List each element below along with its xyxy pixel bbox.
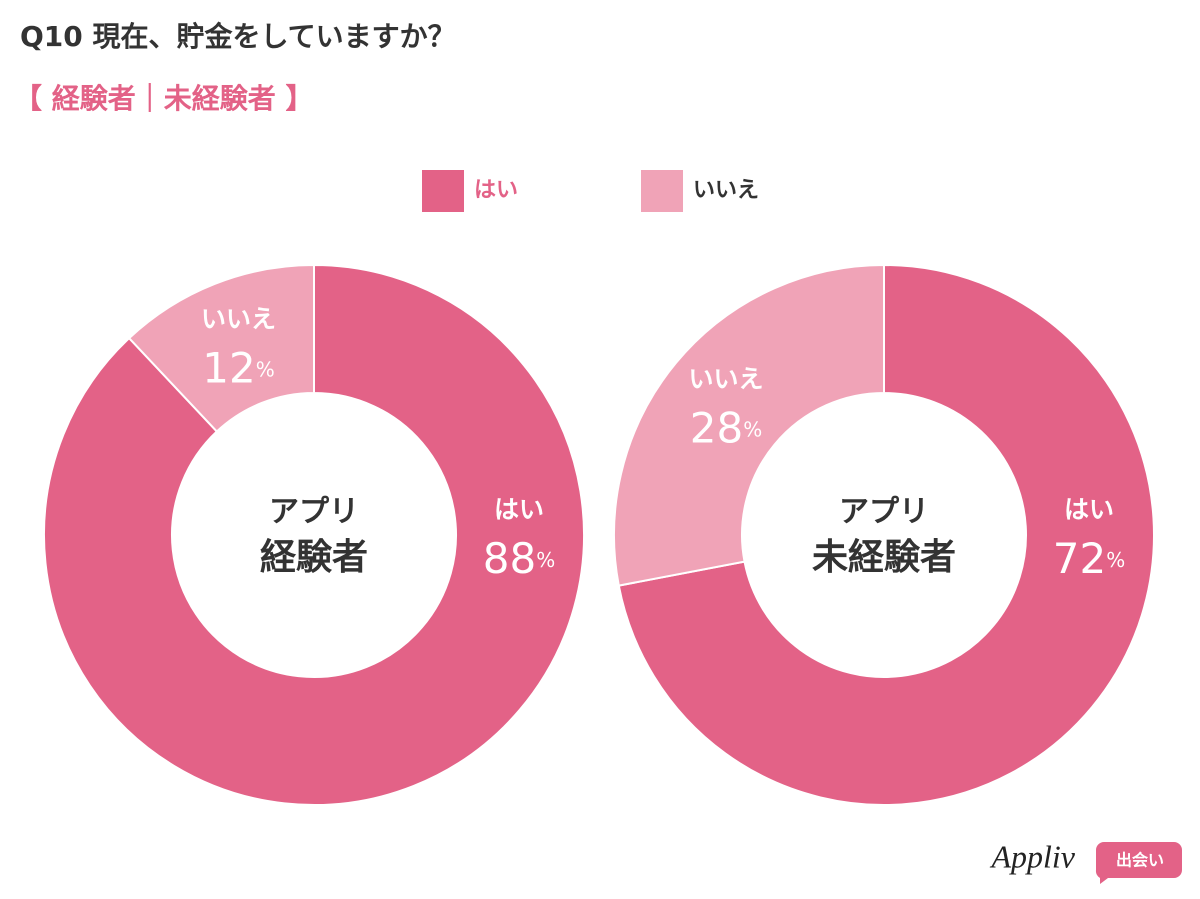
segment-category: はい xyxy=(494,495,544,524)
segment-category: いいえ xyxy=(689,364,764,393)
chart-title: Q10 現在、貯金をしていますか？ xyxy=(20,20,456,53)
segment-category: いいえ xyxy=(201,304,276,333)
segment-value: 12% xyxy=(202,343,274,392)
donut-segment xyxy=(127,263,315,433)
center-label: アプリ xyxy=(269,495,359,530)
center-label: アプリ xyxy=(839,495,929,530)
segment-category: はい xyxy=(1064,495,1114,524)
chart-subtitle: 【 経験者｜未経験者 】 xyxy=(14,82,314,115)
donut-segment xyxy=(43,263,585,806)
logo-name: Appliv xyxy=(989,838,1075,874)
legend-label: はい xyxy=(474,178,518,203)
logo-tag-bg xyxy=(1095,842,1182,884)
donut-segment xyxy=(617,263,1155,806)
center-label: 経験者 xyxy=(260,537,368,578)
center-label: 未経験者 xyxy=(812,537,956,578)
donut-segment xyxy=(613,263,885,587)
logo-tag: 出会い xyxy=(1116,851,1164,870)
segment-value: 28% xyxy=(690,403,762,452)
legend-label: いいえ xyxy=(693,178,759,203)
segment-value: 88% xyxy=(483,534,555,583)
legend-swatch xyxy=(422,170,464,212)
segment-value: 72% xyxy=(1053,534,1125,583)
legend-swatch xyxy=(641,170,683,212)
